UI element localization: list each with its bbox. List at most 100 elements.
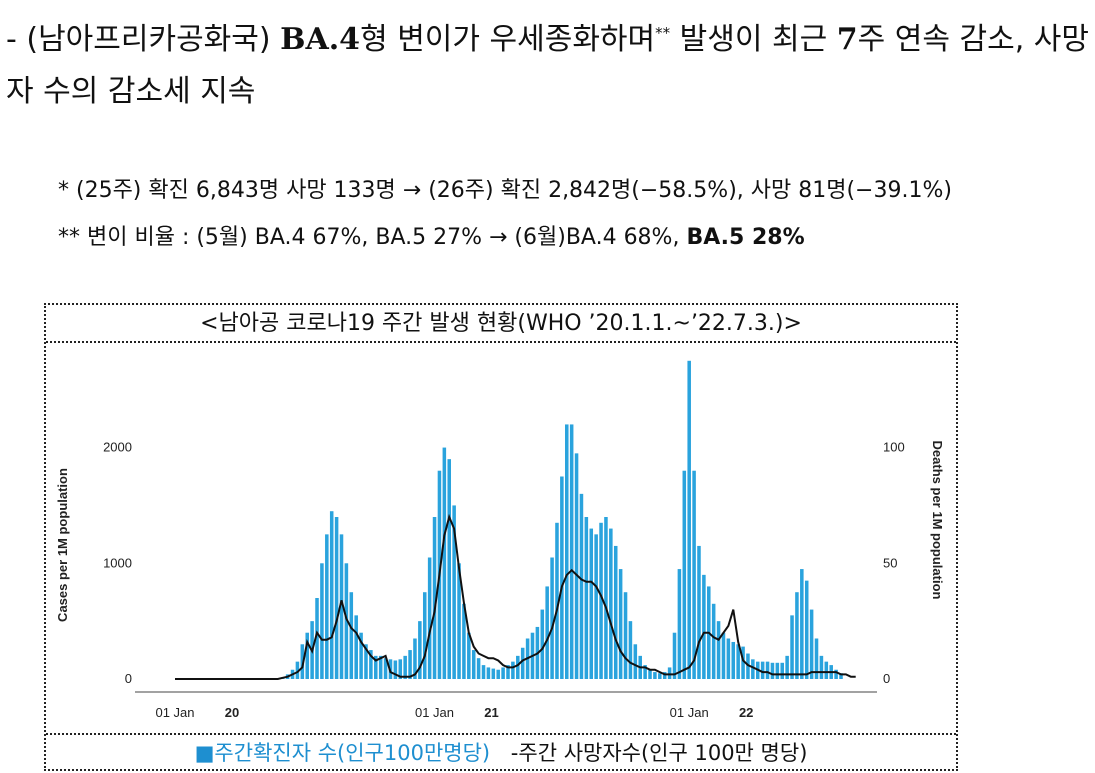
case-bar	[457, 563, 461, 679]
deaths-line	[175, 513, 856, 680]
headline-weeks: 7	[836, 22, 858, 57]
case-bar	[741, 646, 745, 679]
case-bar	[320, 563, 324, 679]
cases-bars	[276, 360, 843, 679]
case-bar	[398, 659, 403, 679]
case-bar	[427, 557, 432, 679]
case-bar	[746, 653, 750, 679]
case-bar	[751, 659, 755, 679]
cases-deaths-chart: 0 1000 2000 0 50 100 01 Jan 20 01 Jan 21 01 Jan 2…	[55, 360, 945, 720]
case-bar	[550, 557, 554, 679]
case-bar	[516, 655, 520, 679]
case-bar	[378, 655, 383, 679]
case-bar	[569, 424, 574, 679]
case-bar	[834, 669, 838, 679]
case-bar	[565, 424, 569, 679]
case-bar	[589, 528, 594, 679]
case-bar	[471, 650, 476, 679]
case-bar	[658, 673, 662, 679]
note-variant-ratio: ** 변이 비율 : (5월) BA.4 67%, BA.5 27% → (6월…	[58, 219, 805, 251]
case-bar	[354, 615, 358, 679]
case-bar	[359, 632, 363, 679]
x-tick-label: 01 Jan	[155, 705, 194, 720]
left-tick-label: 0	[125, 671, 132, 686]
left-axis-label: Cases per 1M population	[55, 468, 70, 622]
case-bar	[809, 609, 814, 679]
x-tick-year: 21	[484, 705, 498, 720]
case-bar	[574, 453, 579, 679]
case-bar	[501, 667, 505, 679]
case-bar	[711, 603, 716, 679]
legend-cases: ■주간확진자 수(인구100만명당)	[194, 741, 491, 765]
case-bar	[403, 655, 407, 679]
case-bar	[579, 493, 584, 679]
case-bar	[653, 672, 657, 679]
case-bar	[604, 517, 608, 679]
left-tick-label: 2000	[103, 440, 132, 455]
headline-variant: BA.4	[280, 22, 361, 57]
case-bar	[839, 673, 843, 679]
case-bar	[765, 661, 770, 679]
case-bar	[467, 632, 471, 679]
case-bar	[442, 447, 447, 679]
case-bar	[682, 470, 687, 679]
case-bar	[731, 641, 736, 679]
case-bar	[383, 658, 388, 679]
case-bar	[628, 621, 633, 679]
right-tick-label: 50	[883, 555, 897, 570]
case-bar	[506, 665, 510, 679]
headline-middle: 형 변이가 우세종화하며	[360, 22, 656, 57]
case-bar	[667, 667, 672, 679]
case-bar	[775, 662, 780, 679]
case-bar	[662, 672, 667, 679]
note-weekly-stats: * (25주) 확진 6,843명 사망 133명 → (26주) 확진 2,8…	[58, 178, 952, 203]
case-bar	[491, 668, 496, 679]
case-bar	[413, 638, 417, 679]
case-bar	[349, 592, 354, 679]
left-axis-ticks: 0 1000 2000	[103, 440, 132, 686]
case-bar	[560, 476, 564, 679]
case-bar	[486, 667, 491, 679]
case-bar	[726, 638, 731, 679]
right-tick-label: 100	[883, 440, 905, 455]
case-bar	[618, 569, 623, 679]
case-bar	[594, 534, 598, 679]
case-bar	[418, 621, 422, 679]
case-bar	[393, 660, 398, 679]
case-bar	[325, 534, 329, 679]
chart-title: <남아공 코로나19 주간 발생 현황(WHO ’20.1.1.~’22.7.3…	[46, 305, 956, 343]
case-bar	[422, 592, 427, 679]
legend-deaths: -주간 사망자수(인구 100만 명당)	[510, 741, 808, 765]
note-variant-text: ** 변이 비율 : (5월) BA.4 67%, BA.5 27% → (6월…	[58, 225, 687, 250]
case-bar	[599, 522, 603, 679]
right-axis-ticks: 0 50 100	[883, 440, 905, 686]
case-bar	[780, 662, 784, 679]
case-bar	[344, 563, 349, 679]
case-bar	[369, 650, 373, 679]
headline-suffix2: 주 연속 감소, 사망자 수의 감소세 지속	[6, 22, 1089, 109]
headline-prefix: - (남아프리카공화국)	[6, 22, 281, 57]
case-bar	[814, 638, 819, 679]
left-tick-label: 1000	[103, 555, 132, 570]
case-bar	[692, 470, 696, 679]
case-bar	[795, 592, 799, 679]
case-bar	[295, 661, 300, 679]
case-bar	[540, 609, 545, 679]
headline: - (남아프리카공화국) BA.4형 변이가 우세종화하며** 발생이 최근 7…	[6, 14, 1091, 118]
x-tick-label: 01 Jan	[415, 705, 454, 720]
case-bar	[334, 517, 339, 679]
x-axis-ticks: 01 Jan 20 01 Jan 21 01 Jan 22	[155, 705, 753, 720]
case-bar	[643, 665, 647, 679]
case-bar	[623, 592, 628, 679]
case-bar	[520, 647, 525, 679]
case-bar	[496, 669, 500, 679]
case-bar	[648, 669, 652, 679]
case-bar	[555, 522, 559, 679]
case-bar	[770, 662, 775, 679]
case-bar	[305, 632, 309, 679]
note-variant-strong: BA.5 28%	[686, 225, 805, 250]
case-bar	[613, 545, 618, 679]
case-bar	[677, 569, 682, 679]
case-bar	[511, 661, 515, 679]
x-tick-label: 01 Jan	[670, 705, 709, 720]
